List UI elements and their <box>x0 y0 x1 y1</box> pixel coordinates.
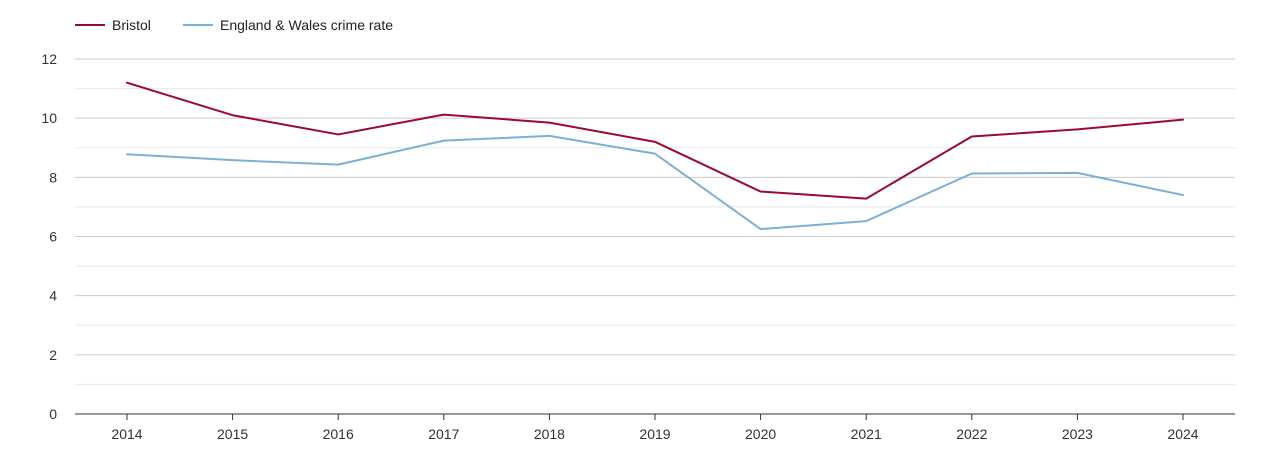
y-tick-label: 8 <box>49 169 57 185</box>
series-line-bristol[interactable] <box>126 81 1184 200</box>
grid-layer <box>75 58 1235 385</box>
y-tick-label: 10 <box>41 110 57 126</box>
y-tick-label: 2 <box>49 347 57 363</box>
y-tick-label: 4 <box>49 288 57 304</box>
x-tick-label: 2024 <box>1167 426 1198 442</box>
x-tick-label: 2022 <box>956 426 987 442</box>
axis-layer: 0 2 4 6 8 10 12 2014 2015 2016 2017 2018 2019 2020 202… <box>41 51 1235 442</box>
y-tick-label: 12 <box>41 51 57 67</box>
series-layer <box>126 81 1184 231</box>
x-tick-label: 2014 <box>111 426 142 442</box>
legend[interactable]: Bristol England & Wales crime rate <box>75 17 393 33</box>
legend-item-bristol[interactable]: Bristol <box>75 17 151 33</box>
x-tick-label: 2020 <box>745 426 776 442</box>
y-tick-label: 0 <box>49 406 57 422</box>
x-tick-label: 2017 <box>428 426 459 442</box>
legend-item-england-wales-crime-rate[interactable]: England & Wales crime rate <box>183 17 393 33</box>
legend-label: Bristol <box>112 17 151 33</box>
x-tick-label: 2018 <box>534 426 565 442</box>
series-line-england-wales-crime-rate[interactable] <box>126 134 1184 231</box>
x-tick-label: 2019 <box>639 426 670 442</box>
x-tick-label: 2023 <box>1062 426 1093 442</box>
x-tick-label: 2016 <box>323 426 354 442</box>
x-tick-label: 2015 <box>217 426 248 442</box>
legend-label: England & Wales crime rate <box>220 17 393 33</box>
y-tick-label: 6 <box>49 229 57 245</box>
x-tick-label: 2021 <box>851 426 882 442</box>
